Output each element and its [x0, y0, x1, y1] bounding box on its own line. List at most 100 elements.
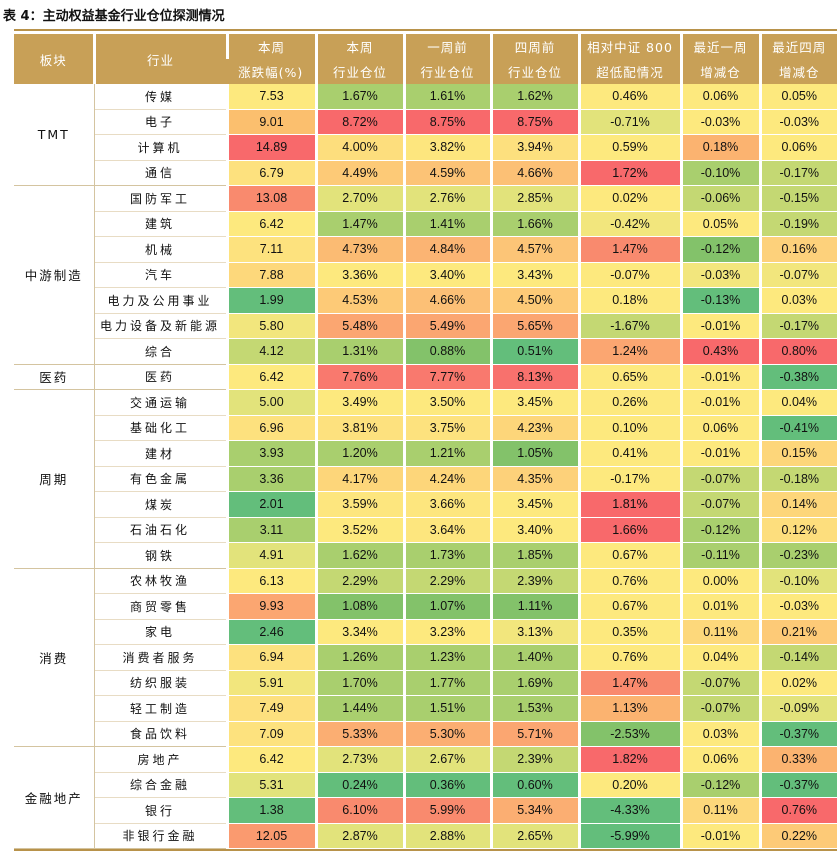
last-week-change-cell: 0.04%: [679, 644, 760, 671]
table-row: 银行 1.38 6.10% 5.99% 5.34% -4.33% 0.11% 0.76%: [14, 797, 837, 824]
header-last-week-change-top: 最近一周: [679, 34, 760, 59]
industry-cell: 电子: [94, 109, 227, 135]
relative-csi800-cell: -5.99%: [577, 823, 681, 849]
industry-cell: 消费者服务: [94, 644, 227, 671]
industry-cell: 有色金属: [94, 466, 227, 492]
table-row: 周期 交通运输 5.00 3.49% 3.50% 3.45% 0.26% -0.01% 0.04…: [14, 389, 837, 569]
this-week-position-cell: 0.24%: [314, 772, 404, 798]
last-four-weeks-change-cell: -0.23%: [758, 542, 837, 569]
weekly-change-cell: 12.05: [225, 823, 316, 849]
this-week-position-cell: 4.73%: [314, 236, 404, 263]
table-row: 纺织服装 5.91 1.70% 1.77% 1.69% 1.47% -0.07% 0.02%: [14, 670, 837, 696]
industry-cell: 医药: [94, 364, 227, 390]
this-week-position-cell: 4.00%: [314, 134, 404, 161]
four-weeks-ago-position-cell: 2.85%: [489, 185, 579, 212]
relative-csi800-cell: 0.02%: [577, 185, 681, 212]
four-weeks-ago-position-cell: 8.75%: [489, 109, 579, 135]
table-row: 汽车 7.88 3.36% 3.40% 3.43% -0.07% -0.03% -0.07%: [14, 262, 837, 288]
industry-cell: 通信: [94, 160, 227, 186]
table-row: 商贸零售 9.93 1.08% 1.07% 1.11% 0.67% 0.01% -0.03%: [14, 593, 837, 620]
one-week-ago-position-cell: 1.73%: [402, 542, 491, 569]
four-weeks-ago-position-cell: 2.65%: [489, 823, 579, 849]
four-weeks-ago-position-cell: 1.62%: [489, 84, 579, 110]
four-weeks-ago-position-cell: 2.39%: [489, 568, 579, 594]
one-week-ago-position-cell: 1.41%: [402, 211, 491, 237]
this-week-position-cell: 1.31%: [314, 338, 404, 365]
four-weeks-ago-position-cell: 3.45%: [489, 389, 579, 416]
last-week-change-cell: -0.03%: [679, 262, 760, 288]
industry-cell: 建材: [94, 440, 227, 467]
last-week-change-cell: 0.06%: [679, 84, 760, 110]
header-last-four-weeks-change-bottom: 增减仓: [758, 59, 837, 84]
last-four-weeks-change-cell: 0.21%: [758, 619, 837, 645]
table-row: 煤炭 2.01 3.59% 3.66% 3.45% 1.81% -0.07% 0.14%: [14, 491, 837, 518]
weekly-change-cell: 6.42: [225, 364, 316, 390]
relative-csi800-cell: 0.26%: [577, 389, 681, 416]
last-four-weeks-change-cell: -0.10%: [758, 568, 837, 594]
four-weeks-ago-position-cell: 3.13%: [489, 619, 579, 645]
header-last-week-change-bottom: 增减仓: [679, 59, 760, 84]
industry-cell: 基础化工: [94, 415, 227, 441]
relative-csi800-cell: -0.07%: [577, 262, 681, 288]
header-weekly-change-bottom: 涨跌幅(%): [227, 59, 316, 84]
one-week-ago-position-cell: 1.07%: [402, 593, 491, 620]
table-header: 板块 行业 本周 本周 一周前 四周前 相对中证 800 最近一周 最近四周 涨…: [14, 34, 837, 84]
relative-csi800-cell: 0.46%: [577, 84, 681, 110]
last-week-change-cell: -0.03%: [679, 109, 760, 135]
last-four-weeks-change-cell: 0.14%: [758, 491, 837, 518]
this-week-position-cell: 3.52%: [314, 517, 404, 543]
industry-cell: 煤炭: [94, 491, 227, 518]
relative-csi800-cell: 0.20%: [577, 772, 681, 798]
this-week-position-cell: 1.44%: [314, 695, 404, 722]
table-row: 食品饮料 7.09 5.33% 5.30% 5.71% -2.53% 0.03% -0.37%: [14, 721, 837, 747]
four-weeks-ago-position-cell: 5.34%: [489, 797, 579, 824]
weekly-change-cell: 7.88: [225, 262, 316, 288]
last-four-weeks-change-cell: -0.19%: [758, 211, 837, 237]
last-week-change-cell: 0.18%: [679, 134, 760, 161]
this-week-position-cell: 3.36%: [314, 262, 404, 288]
header-four-weeks-ago-top: 四周前: [489, 34, 579, 59]
table-row: 电子 9.01 8.72% 8.75% 8.75% -0.71% -0.03% -0.03%: [14, 109, 837, 135]
header-industry: 行业: [92, 34, 227, 84]
table-row: 中游制造 国防军工 13.08 2.70% 2.76% 2.85% 0.02% -0.06% -…: [14, 185, 837, 365]
table-row: 综合 4.12 1.31% 0.88% 0.51% 1.24% 0.43% 0.80%: [14, 338, 837, 365]
weekly-change-cell: 7.49: [225, 695, 316, 722]
last-week-change-cell: -0.07%: [679, 466, 760, 492]
four-weeks-ago-position-cell: 1.05%: [489, 440, 579, 467]
this-week-position-cell: 6.10%: [314, 797, 404, 824]
this-week-position-cell: 4.49%: [314, 160, 404, 186]
table-row: 建筑 6.42 1.47% 1.41% 1.66% -0.42% 0.05% -0.19%: [14, 211, 837, 237]
sector-cell: TMT: [14, 84, 95, 186]
industry-cell: 食品饮料: [94, 721, 227, 747]
last-week-change-cell: -0.12%: [679, 517, 760, 543]
industry-cell: 电力设备及新能源: [94, 313, 227, 339]
last-week-change-cell: -0.13%: [679, 287, 760, 314]
one-week-ago-position-cell: 0.88%: [402, 338, 491, 365]
weekly-change-cell: 4.12: [225, 338, 316, 365]
weekly-change-cell: 7.11: [225, 236, 316, 263]
last-week-change-cell: 0.11%: [679, 797, 760, 824]
industry-cell: 钢铁: [94, 542, 227, 569]
header-relative-csi800-bottom: 超低配情况: [577, 59, 681, 84]
sector-cell: 消费: [14, 568, 95, 747]
weekly-change-cell: 5.91: [225, 670, 316, 696]
relative-csi800-cell: 1.47%: [577, 670, 681, 696]
last-week-change-cell: -0.07%: [679, 695, 760, 722]
header-row-2: 涨跌幅(%) 行业仓位 行业仓位 行业仓位 超低配情况 增减仓 增减仓: [14, 59, 837, 84]
this-week-position-cell: 3.81%: [314, 415, 404, 441]
one-week-ago-position-cell: 3.50%: [402, 389, 491, 416]
last-week-change-cell: -0.12%: [679, 236, 760, 263]
this-week-position-cell: 3.49%: [314, 389, 404, 416]
last-four-weeks-change-cell: 0.76%: [758, 797, 837, 824]
weekly-change-cell: 6.42: [225, 211, 316, 237]
four-weeks-ago-position-cell: 4.23%: [489, 415, 579, 441]
header-sector: 板块: [14, 34, 94, 84]
industry-cell: 家电: [94, 619, 227, 645]
weekly-change-cell: 3.93: [225, 440, 316, 467]
this-week-position-cell: 5.33%: [314, 721, 404, 747]
relative-csi800-cell: 0.67%: [577, 542, 681, 569]
one-week-ago-position-cell: 2.76%: [402, 185, 491, 212]
last-four-weeks-change-cell: -0.41%: [758, 415, 837, 441]
last-four-weeks-change-cell: 0.12%: [758, 517, 837, 543]
one-week-ago-position-cell: 5.30%: [402, 721, 491, 747]
